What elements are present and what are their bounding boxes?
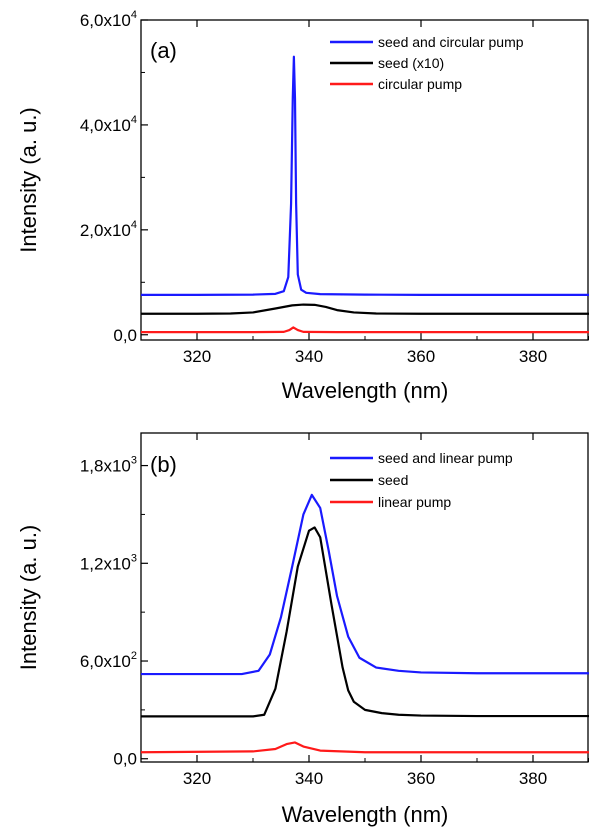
legend-label-a-1: seed (x10) [378,55,444,71]
y-tick-label-b-1: 6,0x102 [80,650,137,671]
panel-label-b: (b) [150,452,177,477]
series-line-a-1 [141,303,589,315]
y-tick-label-a-3: 6,0x104 [80,9,137,30]
x-tick-label-b-1: 340 [295,769,323,788]
y-tick-label-b-3: 1,8x103 [80,455,137,476]
panel-b: 320 340 360 380 0,0 6,0x102 1,2x103 1,8x103 seed… [16,432,589,827]
legend-label-a-0: seed and circular pump [378,34,524,50]
panel-label-a: (a) [150,38,177,63]
plot-frame-a [140,19,589,341]
y-tick-label-b-2: 1,2x103 [80,552,137,573]
y-tick-label-a-0: 0,0 [113,326,137,345]
y-tick-label-a-1: 2,0x104 [80,219,137,240]
x-tick-label-a-2: 360 [407,347,435,366]
y-axis-title-a: Intensity (a. u.) [16,107,41,253]
series-line-a-2 [141,326,589,334]
x-tick-label-a-3: 380 [519,347,547,366]
x-tick-label-b-0: 320 [183,769,211,788]
series-line-b-0 [141,493,589,676]
panel-a: 320 340 360 380 0,0 2,0x104 4,0x104 6,0x104 seed… [16,9,589,403]
x-axis-title-a: Wavelength (nm) [282,378,449,403]
series-line-b-2 [140,741,589,754]
legend-label-a-2: circular pump [378,76,462,92]
x-tick-label-a-0: 320 [183,347,211,366]
plot-frame-b [140,432,589,763]
series-line-b-1 [141,526,589,718]
x-tick-label-a-1: 340 [295,347,323,366]
y-tick-label-b-0: 0,0 [113,750,137,769]
x-axis-title-b: Wavelength (nm) [282,802,449,827]
x-tick-label-b-2: 360 [407,769,435,788]
y-axis-title-b: Intensity (a. u.) [16,525,41,671]
legend-label-b-2: linear pump [378,494,451,510]
y-tick-label-a-2: 4,0x104 [80,114,137,135]
legend-label-b-1: seed [378,472,408,488]
x-tick-label-b-3: 380 [519,769,547,788]
legend-label-b-0: seed and linear pump [378,450,513,466]
series-line-a-0 [141,55,589,296]
